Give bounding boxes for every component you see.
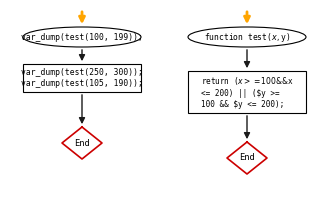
Text: End: End (74, 139, 90, 147)
Bar (188, 71, 306, 113)
Ellipse shape (188, 27, 306, 47)
Text: return ($x >= 100 && $x
<= 200) || ($y >=
100 && $y <= 200);: return ($x >= 100 && $x <= 200) || ($y >… (201, 75, 293, 109)
Text: function test($x, $y): function test($x, $y) (204, 31, 290, 43)
Ellipse shape (23, 27, 141, 47)
Polygon shape (62, 127, 102, 159)
Text: End: End (239, 154, 255, 162)
Text: var_dump(test(100, 199));: var_dump(test(100, 199)); (21, 33, 143, 41)
Polygon shape (227, 142, 267, 174)
Text: var_dump(test(250, 300));
var_dump(test(105, 190));: var_dump(test(250, 300)); var_dump(test(… (21, 68, 143, 88)
Bar (23, 64, 141, 92)
